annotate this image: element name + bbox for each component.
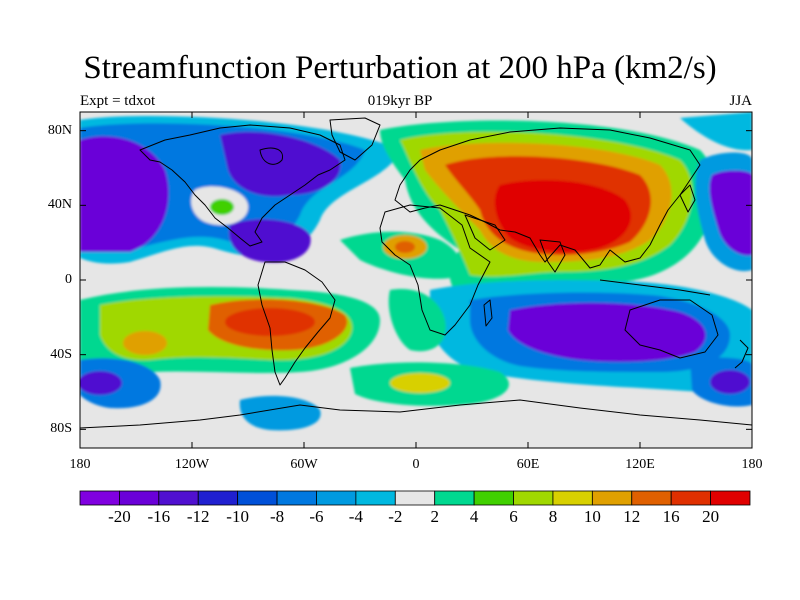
colorbar-label: -20 (108, 507, 131, 526)
lon-tick-label: 120E (625, 457, 655, 472)
coastline-north-america (139, 124, 346, 247)
colorbar-swatch (710, 490, 751, 506)
colorbar-swatch (79, 490, 120, 506)
lon-tick-label: 60E (516, 457, 540, 472)
colorbar-label: -16 (147, 507, 171, 526)
coastline-antarctica (80, 399, 752, 429)
coastline-indonesia (599, 279, 711, 296)
lon-tick-label: 180 (741, 457, 763, 472)
colorbar-swatch (197, 490, 239, 506)
colorbar-swatch (276, 490, 317, 506)
colorbar-label: -6 (309, 507, 324, 526)
colorbar-label: -10 (226, 507, 249, 526)
colorbar-swatch (394, 490, 436, 506)
arctic-blue (680, 112, 752, 151)
colorbar-swatch (355, 490, 396, 506)
lat-tick-label: 80S (50, 421, 72, 437)
coastline-africa (379, 204, 491, 336)
colorbar-label: 20 (702, 507, 720, 526)
colorbar-swatch (670, 490, 711, 506)
north-pacific-low (80, 136, 169, 252)
colorbar-swatch (119, 490, 160, 506)
west-pacific-low-core (709, 170, 752, 256)
lat-tick-label: 0 (65, 272, 72, 287)
south-pacific-low-core (80, 371, 122, 395)
colorbar-label: 8 (548, 507, 558, 526)
australia-low-core (508, 302, 706, 362)
experiment-label: Expt = tdxot (80, 93, 156, 109)
colorbar-swatch (631, 490, 672, 506)
coastline-greenland (329, 117, 381, 161)
season-label: JJA (729, 93, 752, 109)
colorbar-label: -4 (348, 507, 363, 526)
indian-positive-tongue (388, 289, 446, 352)
coastline-south-america (257, 261, 336, 386)
coastline-hudson-bay (259, 147, 284, 165)
colorbar-swatch (473, 490, 514, 506)
colorbar-label: 16 (662, 507, 680, 526)
colorbar-swatch (158, 490, 199, 506)
lat-tick-label: 80N (47, 122, 72, 138)
colorbar-label: 4 (469, 507, 479, 526)
rocky-high-core (210, 199, 234, 215)
coastline-india (539, 239, 566, 273)
tick-marks (79, 112, 753, 448)
coastline-new-zealand (734, 339, 749, 369)
colorbar-swatch (237, 490, 278, 506)
colorbar-label: -8 (269, 507, 285, 526)
colorbar-label: -12 (186, 507, 210, 526)
colorbar-label: 10 (583, 507, 601, 526)
colorbar-label: 2 (430, 507, 439, 526)
colorbar-label: 12 (623, 507, 641, 526)
tibet-high-max (494, 180, 631, 253)
lon-tick-label: 0 (412, 457, 420, 472)
coastline-japan (679, 184, 696, 213)
lon-tick-label: 60W (290, 457, 318, 472)
lon-tick-label: 120W (174, 457, 210, 472)
se-pacific-low-core (710, 370, 750, 394)
colorbar-label: 6 (509, 507, 518, 526)
coastline-australia (624, 299, 719, 359)
south-pacific-high (123, 331, 167, 355)
field-layer (80, 112, 752, 431)
coastlines (80, 117, 752, 429)
colorbar-label: -2 (388, 507, 403, 526)
coastline-arabia (464, 214, 506, 251)
colorbar (79, 490, 751, 506)
caribbean-low (229, 219, 311, 263)
coastline-madagascar (483, 299, 493, 327)
plot-title: Streamfunction Perturbation at 200 hPa (… (83, 50, 717, 86)
antarctic-low (239, 395, 321, 431)
lat-tick-label: 40S (50, 346, 72, 362)
south-atlantic-high-core (390, 373, 450, 393)
lon-tick-label: 180 (69, 457, 91, 472)
colorbar-swatch (513, 490, 554, 506)
time-label: 019kyr BP (367, 93, 433, 109)
colorbar-swatch (434, 490, 475, 506)
colorbar-swatch (316, 490, 357, 506)
lat-tick-label: 40N (47, 197, 72, 213)
colorbar-swatch (552, 490, 593, 506)
south-america-high-core (225, 308, 315, 336)
africa-positive-core (395, 241, 415, 253)
colorbar-swatch (591, 490, 633, 506)
map-plot-area (80, 112, 752, 448)
